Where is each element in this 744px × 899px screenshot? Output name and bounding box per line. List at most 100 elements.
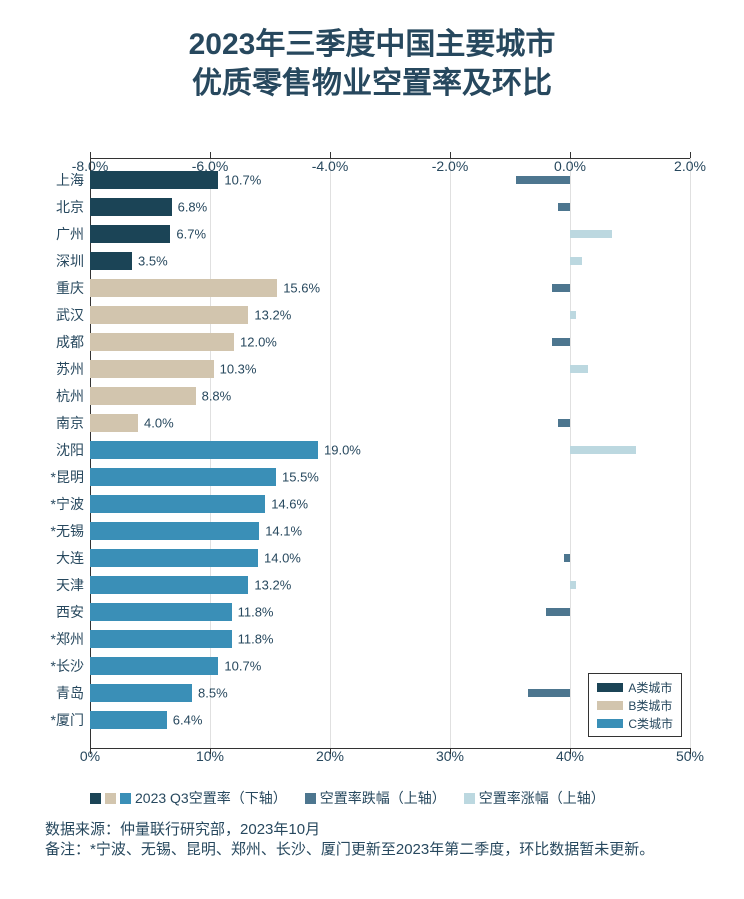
vacancy-bar: [90, 468, 276, 486]
city-label: 南京: [56, 413, 84, 433]
city-label: 北京: [56, 197, 84, 217]
x-tick-top: -4.0%: [312, 158, 349, 174]
legend-label: A类城市: [628, 679, 672, 696]
city-label: *宁波: [51, 494, 84, 514]
vacancy-bar: [90, 522, 259, 540]
decrease-bar: [552, 284, 570, 292]
legend-swatch: [597, 683, 623, 692]
legend-label: 空置率跌幅（上轴）: [320, 788, 446, 808]
vacancy-bar: [90, 603, 232, 621]
legend-item-decrease: 空置率跌幅（上轴）: [305, 788, 446, 808]
title-line-1: 2023年三季度中国主要城市: [189, 28, 556, 61]
vacancy-bar: [90, 495, 265, 513]
vacancy-bar: [90, 360, 214, 378]
city-label: *昆明: [51, 467, 84, 487]
vacancy-bar: [90, 630, 232, 648]
chart-canvas: 2023年三季度中国主要城市 优质零售物业空置率及环比 0%10%20%30%4…: [0, 0, 744, 899]
axis-bottom: [90, 748, 690, 749]
legend-swatch: [464, 793, 475, 804]
legend-label: C类城市: [628, 715, 673, 732]
city-label: 武汉: [56, 305, 84, 325]
city-label: 苏州: [56, 359, 84, 379]
city-label: 西安: [56, 602, 84, 622]
legend-swatch: [90, 793, 101, 804]
legend-label: B类城市: [628, 697, 672, 714]
city-label: 杭州: [56, 386, 84, 406]
decrease-bar: [546, 608, 570, 616]
legend-swatch: [305, 793, 316, 804]
city-label: *长沙: [51, 656, 84, 676]
vacancy-value: 13.2%: [254, 307, 291, 322]
vacancy-bar: [90, 549, 258, 567]
city-label: *郑州: [51, 629, 84, 649]
vacancy-bar: [90, 252, 132, 270]
legend-item-increase: 空置率涨幅（上轴）: [464, 788, 605, 808]
vacancy-bar: [90, 225, 170, 243]
vacancy-value: 14.1%: [265, 523, 302, 538]
tick-mark: [690, 748, 691, 754]
gridline: [450, 158, 451, 748]
legend-categories: A类城市B类城市C类城市: [588, 673, 682, 737]
vacancy-bar: [90, 333, 234, 351]
city-label: 深圳: [56, 251, 84, 271]
vacancy-bar: [90, 414, 138, 432]
vacancy-bar: [90, 387, 196, 405]
increase-bar: [570, 257, 582, 265]
vacancy-value: 15.6%: [283, 280, 320, 295]
note-value: *宁波、无锡、昆明、郑州、长沙、厦门更新至2023年第二季度，环比数据暂未更新。: [90, 841, 654, 858]
vacancy-value: 8.5%: [198, 685, 228, 700]
vacancy-value: 3.5%: [138, 253, 168, 268]
city-label: 沈阳: [56, 440, 84, 460]
legend-swatch: [120, 793, 131, 804]
vacancy-bar: [90, 306, 248, 324]
vacancy-value: 11.8%: [238, 631, 274, 646]
title-line-2: 优质零售物业空置率及环比: [192, 67, 552, 100]
legend-swatch: [597, 701, 623, 710]
vacancy-value: 15.5%: [282, 469, 319, 484]
city-label: 成都: [56, 332, 84, 352]
chart-plot-area: 0%10%20%30%40%50%-8.0%-6.0%-4.0%-2.0%0.0…: [90, 130, 690, 750]
vacancy-value: 14.0%: [264, 550, 301, 565]
vacancy-value: 6.8%: [178, 199, 208, 214]
vacancy-value: 10.7%: [224, 172, 261, 187]
x-tick-top: -2.0%: [432, 158, 469, 174]
vacancy-value: 19.0%: [324, 442, 361, 457]
decrease-bar: [516, 176, 570, 184]
source-value: 仲量联行研究部，2023年10月: [120, 821, 320, 838]
city-label: 青岛: [56, 683, 84, 703]
vacancy-value: 11.8%: [238, 604, 274, 619]
increase-bar: [570, 446, 636, 454]
increase-bar: [570, 365, 588, 373]
vacancy-value: 6.4%: [173, 712, 203, 727]
city-label: *厦门: [51, 710, 84, 730]
source-label: 数据来源：: [45, 821, 120, 838]
note-label: 备注：: [45, 841, 90, 858]
x-tick-top: 0.0%: [554, 158, 586, 174]
city-label: *无锡: [51, 521, 84, 541]
vacancy-bar: [90, 441, 318, 459]
increase-bar: [570, 230, 612, 238]
city-label: 天津: [56, 575, 84, 595]
decrease-bar: [564, 554, 570, 562]
city-label: 上海: [56, 170, 84, 190]
vacancy-value: 10.7%: [224, 658, 261, 673]
x-tick-top: 2.0%: [674, 158, 706, 174]
city-label: 广州: [56, 224, 84, 244]
vacancy-bar: [90, 684, 192, 702]
increase-bar: [570, 311, 576, 319]
chart-title: 2023年三季度中国主要城市 优质零售物业空置率及环比: [0, 25, 744, 103]
tick-mark: [690, 152, 691, 158]
legend-label: 空置率涨幅（上轴）: [479, 788, 605, 808]
vacancy-value: 12.0%: [240, 334, 277, 349]
vacancy-bar: [90, 576, 248, 594]
vacancy-bar: [90, 198, 172, 216]
vacancy-value: 4.0%: [144, 415, 174, 430]
vacancy-bar: [90, 657, 218, 675]
legend-item: A类城市: [597, 678, 673, 696]
vacancy-bar: [90, 279, 277, 297]
legend-item: B类城市: [597, 696, 673, 714]
decrease-bar: [552, 338, 570, 346]
decrease-bar: [558, 203, 570, 211]
vacancy-value: 6.7%: [176, 226, 206, 241]
vacancy-bar: [90, 711, 167, 729]
